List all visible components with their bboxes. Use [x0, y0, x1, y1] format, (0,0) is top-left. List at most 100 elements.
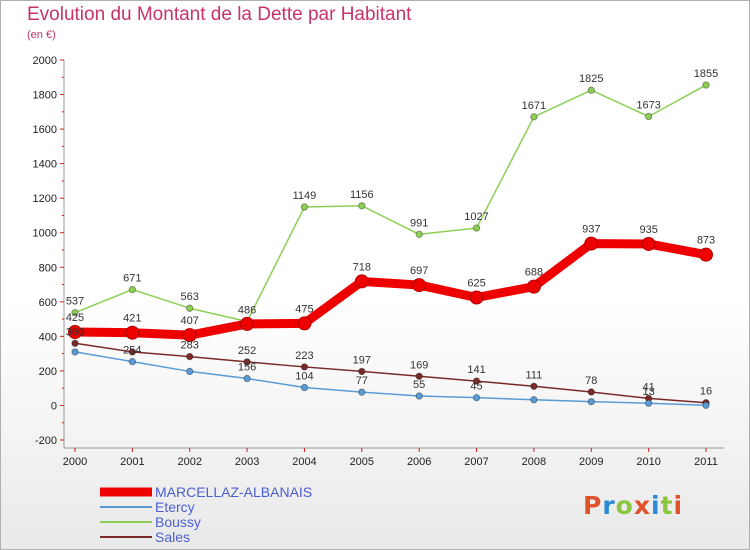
- data-label-2: 1825: [579, 73, 603, 85]
- data-point-3: [243, 358, 251, 366]
- data-label-0: 421: [123, 313, 141, 325]
- data-label-2: 671: [123, 273, 141, 285]
- data-point-3: [530, 382, 538, 390]
- logo-letter: o: [615, 491, 634, 520]
- data-point-1: [587, 397, 595, 406]
- data-point-0: [412, 278, 427, 293]
- data-label-3: 360: [66, 326, 84, 338]
- data-label-3: 252: [238, 345, 256, 357]
- data-label-1: 254: [123, 345, 141, 357]
- data-label-3: 197: [353, 354, 371, 366]
- data-label-3: 223: [295, 350, 313, 362]
- data-label-2: 1156: [350, 189, 374, 201]
- data-point-2: [644, 112, 653, 121]
- data-label-1: 55: [413, 379, 425, 391]
- x-tick-label: 2006: [407, 456, 431, 468]
- y-tick-label: 200: [39, 366, 57, 378]
- data-point-1: [530, 396, 538, 404]
- data-point-1: [702, 401, 710, 409]
- logo-letter: P: [583, 491, 603, 520]
- data-label-1: 45: [470, 381, 482, 393]
- logo-letter: i: [673, 491, 684, 520]
- data-point-1: [243, 374, 251, 383]
- data-point-0: [469, 290, 484, 305]
- data-label-0: 935: [639, 224, 657, 236]
- data-point-3: [71, 339, 79, 347]
- data-label-3: 78: [585, 375, 597, 387]
- data-point-0: [584, 236, 599, 251]
- data-point-3: [300, 363, 309, 371]
- data-point-0: [240, 316, 255, 331]
- y-tick-label: -200: [35, 435, 57, 447]
- data-label-0: 625: [467, 278, 485, 290]
- logo-letter: t: [660, 491, 674, 520]
- data-point-2: [702, 81, 710, 89]
- data-label-2: 1027: [464, 211, 488, 223]
- legend-label-marcellaz-albanais: MARCELLAZ-ALBANAIS: [155, 484, 313, 500]
- data-point-1: [415, 392, 423, 400]
- data-label-1: 77: [356, 375, 368, 387]
- data-point-2: [358, 202, 366, 210]
- series-line-0: [70, 239, 711, 340]
- series-line-1: [74, 351, 707, 407]
- data-label-3: 111: [526, 369, 543, 381]
- y-tick-label: 400: [39, 331, 57, 343]
- data-point-3: [128, 348, 137, 356]
- data-label-2: 537: [66, 296, 84, 308]
- data-label-3: 169: [410, 359, 428, 371]
- proxiti-logo: Proxiti: [583, 491, 683, 520]
- data-point-0: [354, 274, 369, 289]
- data-label-2: 486: [238, 305, 256, 317]
- y-tick-label: 1000: [33, 228, 57, 240]
- data-label-2: 1855: [694, 68, 718, 80]
- x-tick-label: 2005: [350, 456, 374, 468]
- data-point-3: [358, 367, 366, 376]
- data-label-0: 937: [582, 224, 600, 236]
- x-tick-label: 2007: [464, 456, 488, 468]
- x-tick-label: 2009: [579, 456, 603, 468]
- data-label-0: 688: [525, 267, 543, 279]
- legend-label-etercy: Etercy: [155, 499, 195, 515]
- data-label-0: 425: [66, 312, 84, 324]
- data-point-1: [186, 367, 194, 376]
- chart-subtitle: (en €): [27, 29, 56, 41]
- data-point-1: [472, 393, 481, 402]
- chart-title: Evolution du Montant de la Dette par Hab…: [27, 4, 412, 25]
- data-point-1: [128, 357, 137, 366]
- y-tick-label: 800: [39, 262, 57, 274]
- data-point-3: [587, 388, 595, 396]
- data-label-2: 1671: [522, 100, 546, 112]
- data-point-3: [472, 377, 481, 385]
- data-label-1: 13: [643, 386, 655, 398]
- x-tick-label: 2003: [235, 456, 259, 468]
- y-tick-label: 1400: [33, 159, 57, 171]
- y-tick-label: 1200: [33, 193, 57, 205]
- data-point-1: [358, 388, 366, 396]
- data-label-1: 156: [238, 362, 256, 374]
- y-tick-label: 1800: [33, 90, 57, 102]
- y-tick-label: 0: [51, 400, 57, 412]
- data-label-0: 873: [697, 235, 715, 247]
- data-label-3: 141: [467, 364, 485, 376]
- x-tick-label: 2002: [177, 456, 201, 468]
- data-label-2: 563: [181, 291, 199, 303]
- legend-label-sales: Sales: [155, 529, 191, 545]
- data-point-0: [641, 236, 656, 251]
- data-label-1: 104: [295, 370, 313, 382]
- logo-letter: i: [651, 491, 661, 520]
- data-point-2: [186, 304, 194, 312]
- data-point-0: [68, 325, 82, 340]
- y-tick-label: 600: [39, 297, 57, 309]
- y-tick-label: 2000: [33, 55, 57, 67]
- data-label-2: 991: [410, 217, 428, 229]
- logo-letter: x: [633, 491, 651, 520]
- data-point-2: [300, 203, 309, 211]
- data-label-2: 1149: [293, 190, 317, 202]
- legend-label-boussy: Boussy: [155, 514, 201, 530]
- data-point-2: [128, 285, 137, 294]
- x-tick-label: 2010: [636, 456, 660, 468]
- data-point-0: [182, 328, 197, 343]
- data-label-0: 407: [181, 315, 199, 327]
- data-label-0: 718: [353, 261, 371, 273]
